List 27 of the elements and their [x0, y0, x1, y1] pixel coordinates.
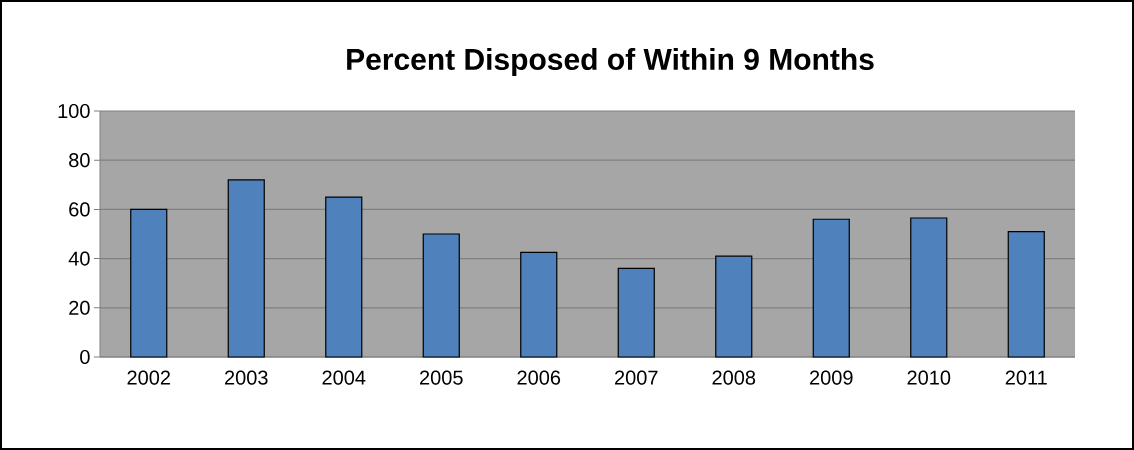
- y-tick-label: 100: [58, 103, 90, 119]
- bar: [422, 233, 460, 358]
- y-tick-label: 40: [68, 251, 90, 266]
- bar: [227, 179, 265, 358]
- bar: [520, 251, 558, 358]
- chart-title: Percent Disposed of Within 9 Months: [347, 48, 874, 76]
- x-tick-label: 2009: [810, 370, 853, 385]
- y-tick-label: 0: [80, 349, 90, 365]
- x-tick-label: 2005: [420, 370, 463, 385]
- x-tick-label: 2010: [907, 370, 951, 385]
- x-tick-label: 2007: [615, 370, 658, 385]
- bar: [617, 267, 655, 358]
- x-tick-label: 2011: [1005, 370, 1047, 385]
- bar: [715, 255, 753, 358]
- y-tick-label: 20: [69, 300, 90, 315]
- x-tick-label: 2002: [127, 370, 170, 385]
- x-tick-label: 2003: [225, 370, 268, 385]
- y-tick-label: 60: [69, 202, 90, 217]
- bar: [1007, 230, 1045, 358]
- x-tick-label: 2006: [517, 370, 561, 385]
- bar: [130, 208, 168, 358]
- bar: [910, 217, 948, 358]
- bar: [325, 196, 363, 358]
- bar: [812, 218, 850, 358]
- x-tick-label: 2008: [712, 370, 756, 385]
- y-tick-label: 80: [69, 153, 90, 168]
- x-tick-label: 2004: [322, 370, 366, 385]
